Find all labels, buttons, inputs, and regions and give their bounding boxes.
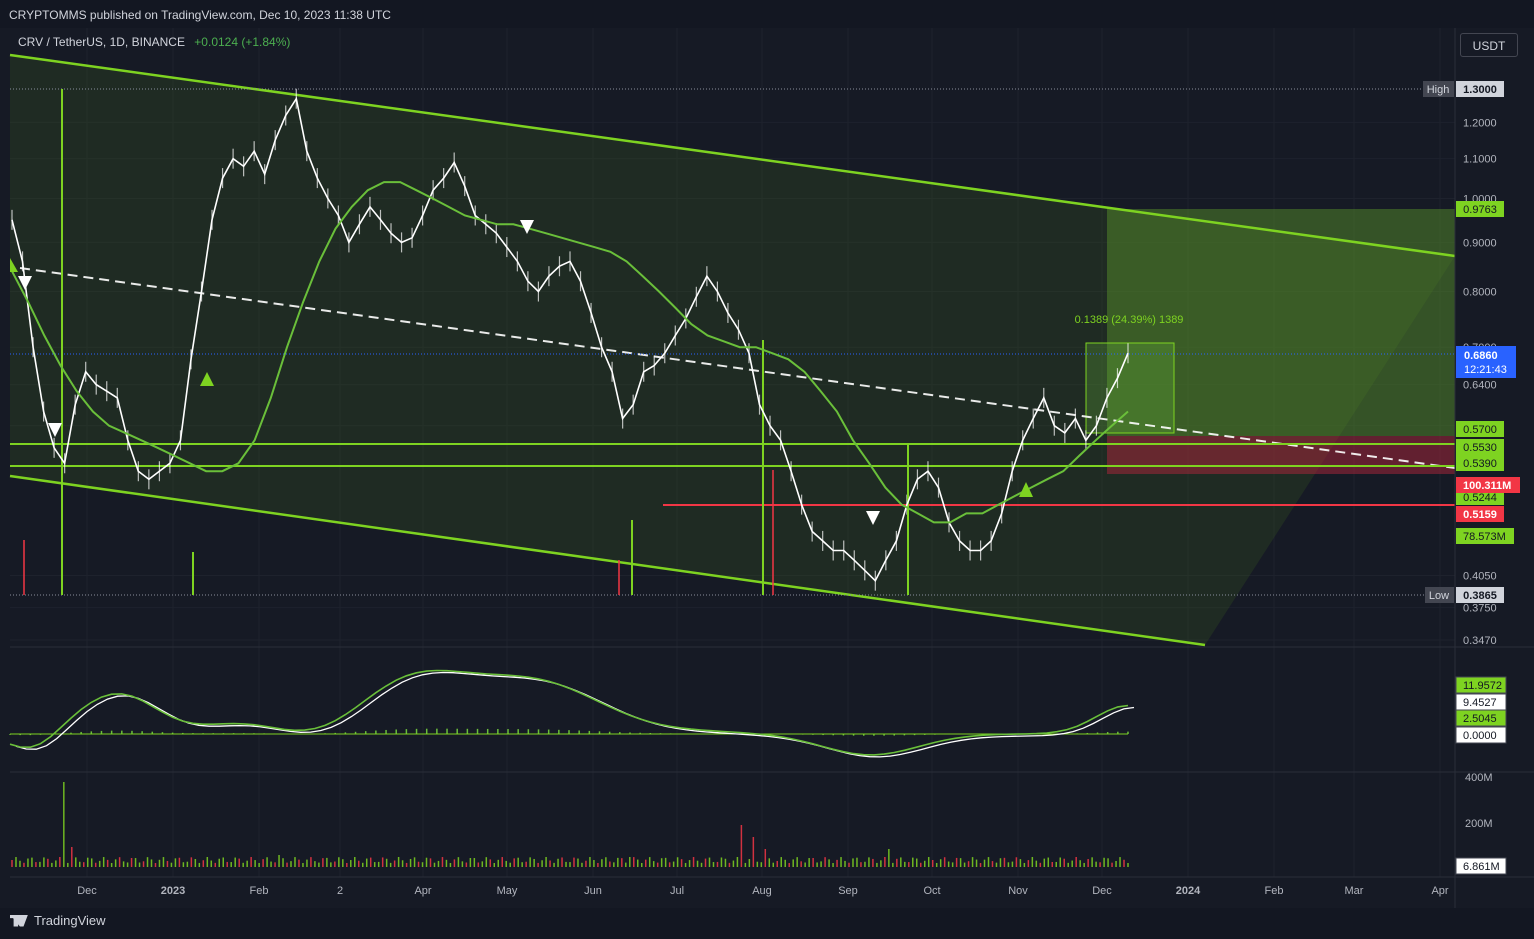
price-tick: 0.8000 xyxy=(1463,287,1497,299)
channel-lower-line xyxy=(9,474,1206,647)
price-scale: 1.20001.10001.00000.90000.80000.70000.64… xyxy=(1463,117,1497,647)
high-value-badge xyxy=(1456,81,1504,97)
low-value-badge xyxy=(1456,587,1504,603)
price-tick: 0.4050 xyxy=(1463,570,1497,582)
macd-value: 2.5045 xyxy=(1463,713,1497,725)
level-value: 0.5390 xyxy=(1463,458,1497,470)
level-badges: 0.5700 0.5530 0.5390 0.5244 0.5159 xyxy=(1456,421,1504,522)
volume-label-1: 100.311M xyxy=(1463,480,1511,492)
macd-pane xyxy=(9,669,1135,758)
candle-countdown: 12:21:43 xyxy=(1464,364,1507,376)
symbol-name: CRV / TetherUS, 1D, BINANCE xyxy=(18,35,185,49)
volume-tick-200m: 200M xyxy=(1465,818,1493,830)
price-series-line xyxy=(11,96,1129,583)
time-tick: Apr xyxy=(414,885,431,897)
time-tick: 2 xyxy=(337,885,343,897)
volume-tick-400m: 400M xyxy=(1465,772,1493,784)
high-value: 1.3000 xyxy=(1463,84,1497,96)
price-tick: 1.2000 xyxy=(1463,117,1497,129)
time-tick: Apr xyxy=(1431,885,1448,897)
high-badge xyxy=(1423,81,1454,97)
volume-last-badge xyxy=(1455,857,1507,875)
stop-zone xyxy=(1107,436,1455,474)
footer xyxy=(0,908,1534,939)
measure-label: 0.1389 (24.39%) 1389 xyxy=(1075,314,1184,326)
volume-pane xyxy=(11,782,1129,867)
price-tick: 0.9000 xyxy=(1463,237,1497,249)
level-value: 0.5700 xyxy=(1463,424,1497,436)
time-tick: Sep xyxy=(838,885,858,897)
macd-value: 11.9572 xyxy=(1463,680,1502,692)
volume-label-2: 78.573M xyxy=(1463,531,1506,543)
channel-fill xyxy=(10,55,1455,645)
signal-triangle-down xyxy=(48,423,62,437)
macd-badge xyxy=(1455,709,1507,727)
volume-badge-2 xyxy=(1456,528,1514,544)
price-tick: 0.3750 xyxy=(1463,603,1497,615)
level-badge xyxy=(1456,421,1504,437)
top-bar: CRYPTOMMS published on TradingView.com, … xyxy=(0,0,1534,28)
currency-button[interactable]: USDT xyxy=(1460,33,1518,57)
time-tick: 2024 xyxy=(1176,885,1201,897)
last-price-badge xyxy=(1456,346,1516,378)
macd-value: 0.0000 xyxy=(1463,730,1497,742)
time-tick: Jul xyxy=(670,885,684,897)
low-badge xyxy=(1425,587,1454,603)
volume-last: 6.861M xyxy=(1463,861,1500,873)
symbol-info: CRV / TetherUS, 1D, BINANCE +0.0124 (+1.… xyxy=(18,35,290,49)
level-value: 0.5530 xyxy=(1463,442,1497,454)
price-tick: 0.3470 xyxy=(1463,635,1497,647)
time-tick: Oct xyxy=(923,885,940,897)
price-tick: 0.6400 xyxy=(1463,380,1497,392)
publisher-info: CRYPTOMMS published on TradingView.com, … xyxy=(9,8,391,22)
high-label: High xyxy=(1427,84,1450,96)
signal-triangle-down xyxy=(520,220,534,234)
signal-triangle-up xyxy=(1019,482,1033,497)
time-tick: Aug xyxy=(752,885,772,897)
time-tick: 2023 xyxy=(161,885,185,897)
low-label: Low xyxy=(1429,590,1449,602)
signal-triangle-up xyxy=(200,372,214,386)
time-tick: Dec xyxy=(1092,885,1112,897)
target-badge xyxy=(1456,201,1504,217)
price-tick: 1.1000 xyxy=(1463,154,1497,166)
tradingview-logo-icon xyxy=(10,914,28,927)
time-axis: Dec 2023 Feb 2 Apr May Jun Jul Aug Sep Oct Nov Dec 20… xyxy=(77,885,1449,897)
macd-badges: 11.9572 9.4527 2.5045 0.0000 xyxy=(1455,676,1507,744)
target-value: 0.9763 xyxy=(1463,204,1497,216)
macd-badge xyxy=(1455,726,1507,744)
signal-triangle-down xyxy=(18,276,32,290)
macd-badge xyxy=(1455,676,1507,694)
time-tick: Dec xyxy=(77,885,97,897)
time-tick: Feb xyxy=(1265,885,1284,897)
time-tick: Feb xyxy=(250,885,269,897)
time-tick: Mar xyxy=(1345,885,1364,897)
volume-badge-1 xyxy=(1456,477,1520,493)
signal-triangle-down xyxy=(866,511,880,525)
level-value: 0.5159 xyxy=(1463,509,1497,521)
tradingview-brand[interactable]: TradingView xyxy=(10,913,106,928)
time-tick: Nov xyxy=(1008,885,1028,897)
signal-triangle-up xyxy=(10,258,18,272)
time-tick: May xyxy=(497,885,518,897)
dashed-trendline xyxy=(19,267,1456,469)
time-tick: Jun xyxy=(584,885,602,897)
level-badge xyxy=(1456,506,1504,522)
moving-average-line xyxy=(11,181,1129,524)
price-change: +0.0124 (+1.84%) xyxy=(194,35,291,49)
low-value: 0.3865 xyxy=(1463,590,1497,602)
macd-signal-line xyxy=(15,671,1135,758)
brand-label: TradingView xyxy=(34,913,106,928)
grid xyxy=(10,28,1455,877)
last-price: 0.6860 xyxy=(1464,350,1498,362)
level-value: 0.5244 xyxy=(1463,492,1497,504)
level-badge xyxy=(1456,455,1504,471)
macd-line xyxy=(9,669,1129,756)
macd-value: 9.4527 xyxy=(1463,697,1497,709)
level-badge xyxy=(1456,439,1504,455)
